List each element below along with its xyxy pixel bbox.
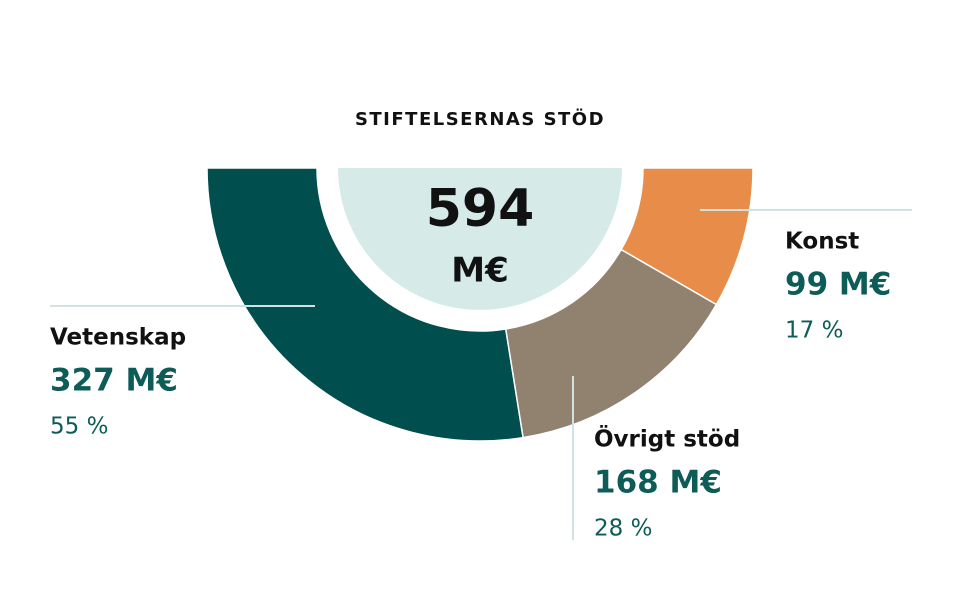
category-label: Övrigt stöd	[594, 425, 740, 453]
value-label: 168 M€	[594, 465, 722, 501]
segment	[620, 167, 754, 306]
center-fill	[338, 168, 622, 310]
value-label: 99 M€	[785, 267, 891, 303]
share-label: 28 %	[594, 516, 652, 542]
total-unit: M€	[451, 251, 509, 291]
segment	[206, 167, 524, 442]
chart-title: STIFTELSERNAS STÖD	[355, 108, 605, 130]
category-label: Konst	[785, 229, 859, 255]
category-label: Vetenskap	[50, 325, 186, 351]
share-label: 17 %	[785, 318, 843, 344]
value-label: 327 M€	[50, 363, 178, 399]
total-value: 594	[426, 179, 535, 239]
share-label: 55 %	[50, 414, 108, 440]
